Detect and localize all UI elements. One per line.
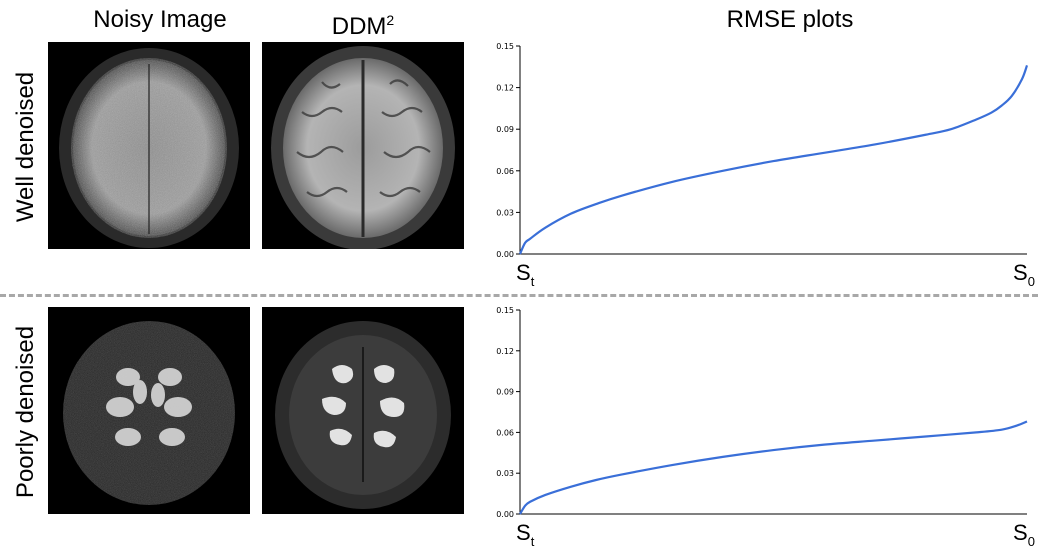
column-title-rmse: RMSE plots — [726, 6, 854, 33]
noisy-image-poorly — [48, 307, 250, 514]
x-end-label: S0 — [1013, 260, 1035, 289]
x-start-label: St — [516, 520, 535, 546]
y-tick-label: 0.03 — [496, 208, 514, 217]
ddm2-image-well — [262, 42, 464, 249]
ddm-superscript: 2 — [386, 12, 395, 28]
row-label-poorly: Poorly denoised — [12, 325, 39, 499]
y-tick-label: 0.12 — [496, 84, 514, 93]
row-label-well: Well denoised — [12, 71, 39, 223]
y-tick-label: 0.06 — [496, 428, 514, 437]
rmse-chart-well: 0.00 0.03 0.06 0.09 0.12 0.15 St S0 — [470, 38, 1038, 290]
y-tick-label: 0.06 — [496, 167, 514, 176]
x-end-label-sub: 0 — [1028, 274, 1035, 289]
x-start-label: St — [516, 260, 535, 289]
rmse-series-line — [519, 420, 1028, 515]
column-title-noisy: Noisy Image — [93, 6, 227, 33]
y-tick-label: 0.09 — [496, 125, 514, 134]
y-tick-label: 0.12 — [496, 347, 514, 356]
rmse-plot-svg-poorly: 0.00 0.03 0.06 0.09 0.12 0.15 St S0 — [496, 306, 1035, 546]
rmse-series-line — [518, 65, 1029, 255]
y-tick-label: 0.09 — [496, 388, 514, 397]
y-tick-label: 0.15 — [496, 306, 514, 315]
y-tick-label: 0.03 — [496, 469, 514, 478]
row-divider — [0, 294, 1038, 297]
x-end-label: S0 — [1013, 520, 1035, 546]
y-tick-label: 0.00 — [496, 250, 514, 259]
noisy-image-well — [48, 42, 250, 249]
rmse-plot-svg-well: 0.00 0.03 0.06 0.09 0.12 0.15 St S0 — [496, 42, 1035, 289]
ddm-label: DDM — [331, 13, 387, 40]
x-start-label-sub: t — [531, 534, 535, 546]
y-tick-label: 0.15 — [496, 42, 514, 51]
y-tick-label: 0.00 — [496, 510, 514, 519]
rmse-chart-poorly: 0.00 0.03 0.06 0.09 0.12 0.15 St S0 — [470, 302, 1038, 546]
x-start-label-sub: t — [531, 274, 535, 289]
column-title-ddm2: DDM2 — [262, 4, 464, 43]
x-end-label-sub: 0 — [1028, 534, 1035, 546]
ddm2-image-poorly — [262, 307, 464, 514]
